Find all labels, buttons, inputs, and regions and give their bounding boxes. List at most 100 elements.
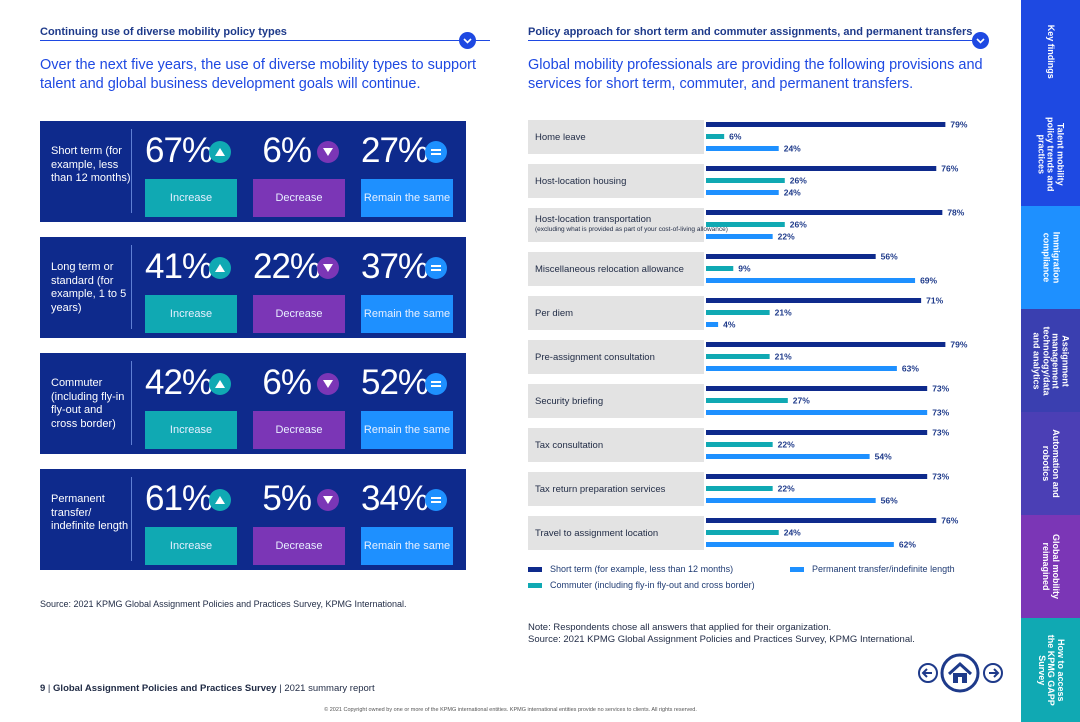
- stat-decrease: 22% Decrease: [253, 247, 345, 333]
- bar-value-label: 79%: [950, 340, 967, 350]
- category-band: [528, 164, 704, 198]
- legend-swatch-commuter: [528, 583, 542, 589]
- bar-commuter: [706, 398, 788, 403]
- bar-short-term: [706, 386, 928, 391]
- bar-value-label: 69%: [920, 276, 937, 286]
- home-icon[interactable]: [940, 653, 980, 693]
- category-band: [528, 208, 704, 242]
- bar-value-label: 73%: [932, 472, 949, 482]
- category-label: Tax consultation: [535, 440, 603, 451]
- bar-commuter: [706, 442, 773, 447]
- next-page-icon[interactable]: [983, 663, 1003, 683]
- section-nav: Key findings Talent mobility policy trend…: [1021, 0, 1080, 722]
- divider: [131, 129, 132, 213]
- nav-tab-talent-mobility[interactable]: Talent mobility policy trends and practi…: [1021, 103, 1080, 206]
- bar-value-label: 73%: [932, 408, 949, 418]
- chevron-down-icon[interactable]: [972, 32, 989, 49]
- prev-page-icon[interactable]: [918, 663, 938, 683]
- category-band: [528, 472, 704, 506]
- category-label: Long term or standard (for example, 1 to…: [51, 261, 127, 314]
- right-section-title: Policy approach for short term and commu…: [528, 26, 973, 38]
- left-section-rule: [40, 40, 490, 41]
- bar-value-label: 79%: [950, 120, 967, 130]
- bar-commuter: [706, 178, 785, 183]
- bar-short-term: [706, 342, 946, 347]
- category-label: Home leave: [535, 132, 586, 143]
- left-section-title: Continuing use of diverse mobility polic…: [40, 26, 287, 38]
- bar-value-label: 22%: [778, 484, 795, 494]
- nav-tab-immigration-compliance[interactable]: Immigration compliance: [1021, 206, 1080, 309]
- chevron-down-icon[interactable]: [459, 32, 476, 49]
- bar-value-label: 24%: [784, 528, 801, 538]
- bar-value-label: 26%: [790, 220, 807, 230]
- bar-commuter: [706, 486, 773, 491]
- increase-arrow-icon: [209, 489, 231, 511]
- stat-box: Permanent transfer/ indefinite length 61…: [40, 469, 466, 570]
- footer-doc-sub: 2021 summary report: [284, 683, 375, 694]
- decrease-arrow-icon: [317, 373, 339, 395]
- category-band: [528, 516, 704, 550]
- bar-commuter: [706, 530, 779, 535]
- category-label: Pre-assignment consultation: [535, 352, 655, 363]
- bar-permanent: [706, 366, 897, 371]
- legend-item-commuter: Commuter (including fly-in fly-out and c…: [528, 580, 755, 590]
- stat-box: Commuter (including fly-in fly-out and c…: [40, 353, 466, 454]
- bar-value-label: 24%: [784, 144, 801, 154]
- equals-icon: [425, 489, 447, 511]
- divider: [131, 477, 132, 561]
- stat-same-label: Remain the same: [361, 295, 453, 333]
- page-number: 9: [40, 683, 46, 694]
- bar-value-label: 63%: [902, 364, 919, 374]
- legend-swatch-short-term: [528, 567, 542, 573]
- category-label: Miscellaneous relocation allowance: [535, 264, 684, 275]
- decrease-arrow-icon: [317, 257, 339, 279]
- nav-tab-key-findings[interactable]: Key findings: [1021, 0, 1080, 103]
- stat-decrease-label: Decrease: [253, 411, 345, 449]
- stat-same: 52% Remain the same: [361, 363, 453, 449]
- nav-tab-how-to-access[interactable]: How to access the KPMG GAPP Survey: [1021, 618, 1080, 722]
- stat-same-label: Remain the same: [361, 179, 453, 217]
- legend-label-permanent: Permanent transfer/indefinite length: [812, 564, 955, 574]
- bar-permanent: [706, 542, 894, 547]
- stat-increase: 41% Increase: [145, 247, 237, 333]
- left-source: Source: 2021 KPMG Global Assignment Poli…: [40, 599, 407, 609]
- bar-short-term: [706, 430, 928, 435]
- bar-short-term: [706, 210, 943, 215]
- nav-tab-label: How to access the KPMG GAPP Survey: [1036, 634, 1066, 706]
- bar-commuter: [706, 222, 785, 227]
- stat-same-label: Remain the same: [361, 411, 453, 449]
- nav-tab-label: Automation and robotics: [1041, 429, 1062, 498]
- stat-decrease: 6% Decrease: [253, 363, 345, 449]
- stat-increase-value: 41%: [145, 247, 213, 286]
- stat-increase: 42% Increase: [145, 363, 237, 449]
- stat-same: 34% Remain the same: [361, 479, 453, 565]
- nav-tab-label: Key findings: [1046, 24, 1057, 79]
- category-label: Short term (for example, less than 12 mo…: [51, 145, 131, 184]
- right-source: Source: 2021 KPMG Global Assignment Poli…: [528, 634, 915, 645]
- category-label: Commuter (including fly-in fly-out and c…: [51, 377, 125, 430]
- category-band: [528, 384, 704, 418]
- bar-permanent: [706, 410, 928, 415]
- nav-tab-assignment-management[interactable]: Assignment management technology/data an…: [1021, 309, 1080, 412]
- stat-same-label: Remain the same: [361, 527, 453, 565]
- stat-decrease-value: 5%: [262, 479, 312, 518]
- bar-permanent: [706, 234, 773, 239]
- divider: [131, 245, 132, 329]
- bar-value-label: 27%: [793, 396, 810, 406]
- footer-title: 9 | Global Assignment Policies and Pract…: [40, 683, 375, 694]
- stat-increase-value: 67%: [145, 131, 213, 170]
- legend-label-short-term: Short term (for example, less than 12 mo…: [550, 564, 734, 574]
- nav-tab-automation-robotics[interactable]: Automation and robotics: [1021, 412, 1080, 515]
- category-label: Tax return preparation services: [535, 484, 666, 495]
- category-label: Host-location transportation: [535, 214, 651, 225]
- equals-icon: [425, 141, 447, 163]
- stat-same: 27% Remain the same: [361, 131, 453, 217]
- bar-short-term: [706, 298, 922, 303]
- stat-increase-value: 42%: [145, 363, 213, 402]
- bar-short-term: [706, 254, 876, 259]
- nav-tab-global-mobility-reimagined[interactable]: Global mobility reimagined: [1021, 515, 1080, 618]
- bar-value-label: 76%: [941, 164, 958, 174]
- stat-same-value: 37%: [361, 247, 429, 286]
- bar-permanent: [706, 146, 779, 151]
- bar-value-label: 56%: [881, 252, 898, 262]
